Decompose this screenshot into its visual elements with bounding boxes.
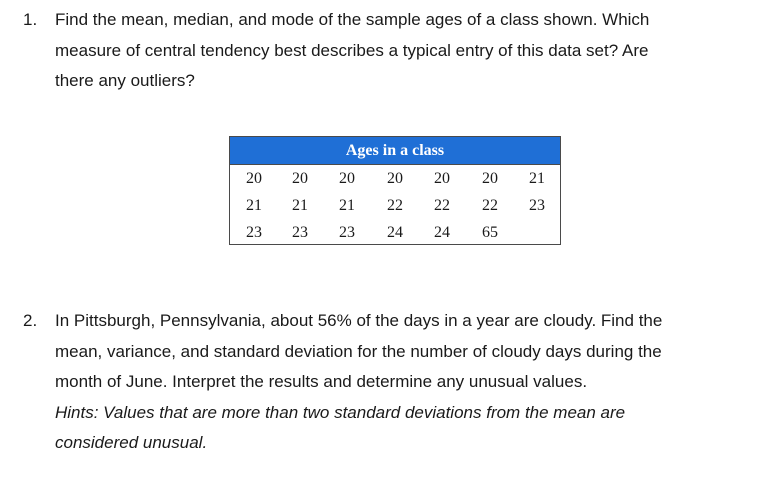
table-cell: 21: [529, 170, 545, 187]
table-cell: 22: [434, 197, 450, 214]
table-cell: 20: [246, 170, 262, 187]
question-2-line: month of June. Interpret the results and…: [55, 372, 588, 391]
table-cell: 23: [529, 197, 545, 214]
table-cell: 23: [246, 224, 262, 241]
table-cell: 21: [246, 197, 262, 214]
question-2-number: 2.: [23, 311, 38, 330]
table-cell: 22: [482, 197, 498, 214]
table-row: 20 20 20 20 20 20 21: [230, 165, 560, 192]
table-cell: 22: [387, 197, 403, 214]
question-2-line: mean, variance, and standard deviation f…: [55, 341, 662, 361]
table-row: 21 21 21 22 22 22 23: [230, 192, 560, 219]
question-2-line: In Pittsburgh, Pennsylvania, about 56% o…: [55, 311, 663, 330]
question-1-line: there any outliers?: [55, 71, 195, 90]
question-1-number: 1.: [23, 10, 38, 29]
ages-table: Ages in a class 20 20 20 20 20 20 21 21 …: [229, 136, 561, 245]
table-cell: 24: [434, 224, 450, 241]
table-cell: 20: [434, 170, 450, 187]
hint-line: Hints: Values that are more than two sta…: [55, 402, 626, 422]
question-2-text: In Pittsburgh, Pennsylvania, about 56% o…: [55, 306, 745, 459]
ages-table-title: Ages in a class: [230, 137, 560, 165]
table-cell: 21: [292, 197, 308, 214]
question-1-line: Find the mean, median, and mode of the s…: [55, 10, 650, 29]
table-cell: 65: [482, 224, 498, 241]
table-cell: 20: [339, 170, 355, 187]
question-1-text: Find the mean, median, and mode of the s…: [55, 5, 745, 97]
table-row: 23 23 23 24 24 65: [230, 219, 560, 246]
table-cell: 21: [339, 197, 355, 214]
table-cell: 20: [292, 170, 308, 187]
table-cell: 24: [387, 224, 403, 241]
table-cell: 20: [482, 170, 498, 187]
hint-line: considered unusual.: [55, 433, 208, 452]
table-cell: 23: [339, 224, 355, 241]
table-cell: 23: [292, 224, 308, 241]
question-1-line: measure of central tendency best describ…: [55, 40, 649, 60]
table-cell: 20: [387, 170, 403, 187]
